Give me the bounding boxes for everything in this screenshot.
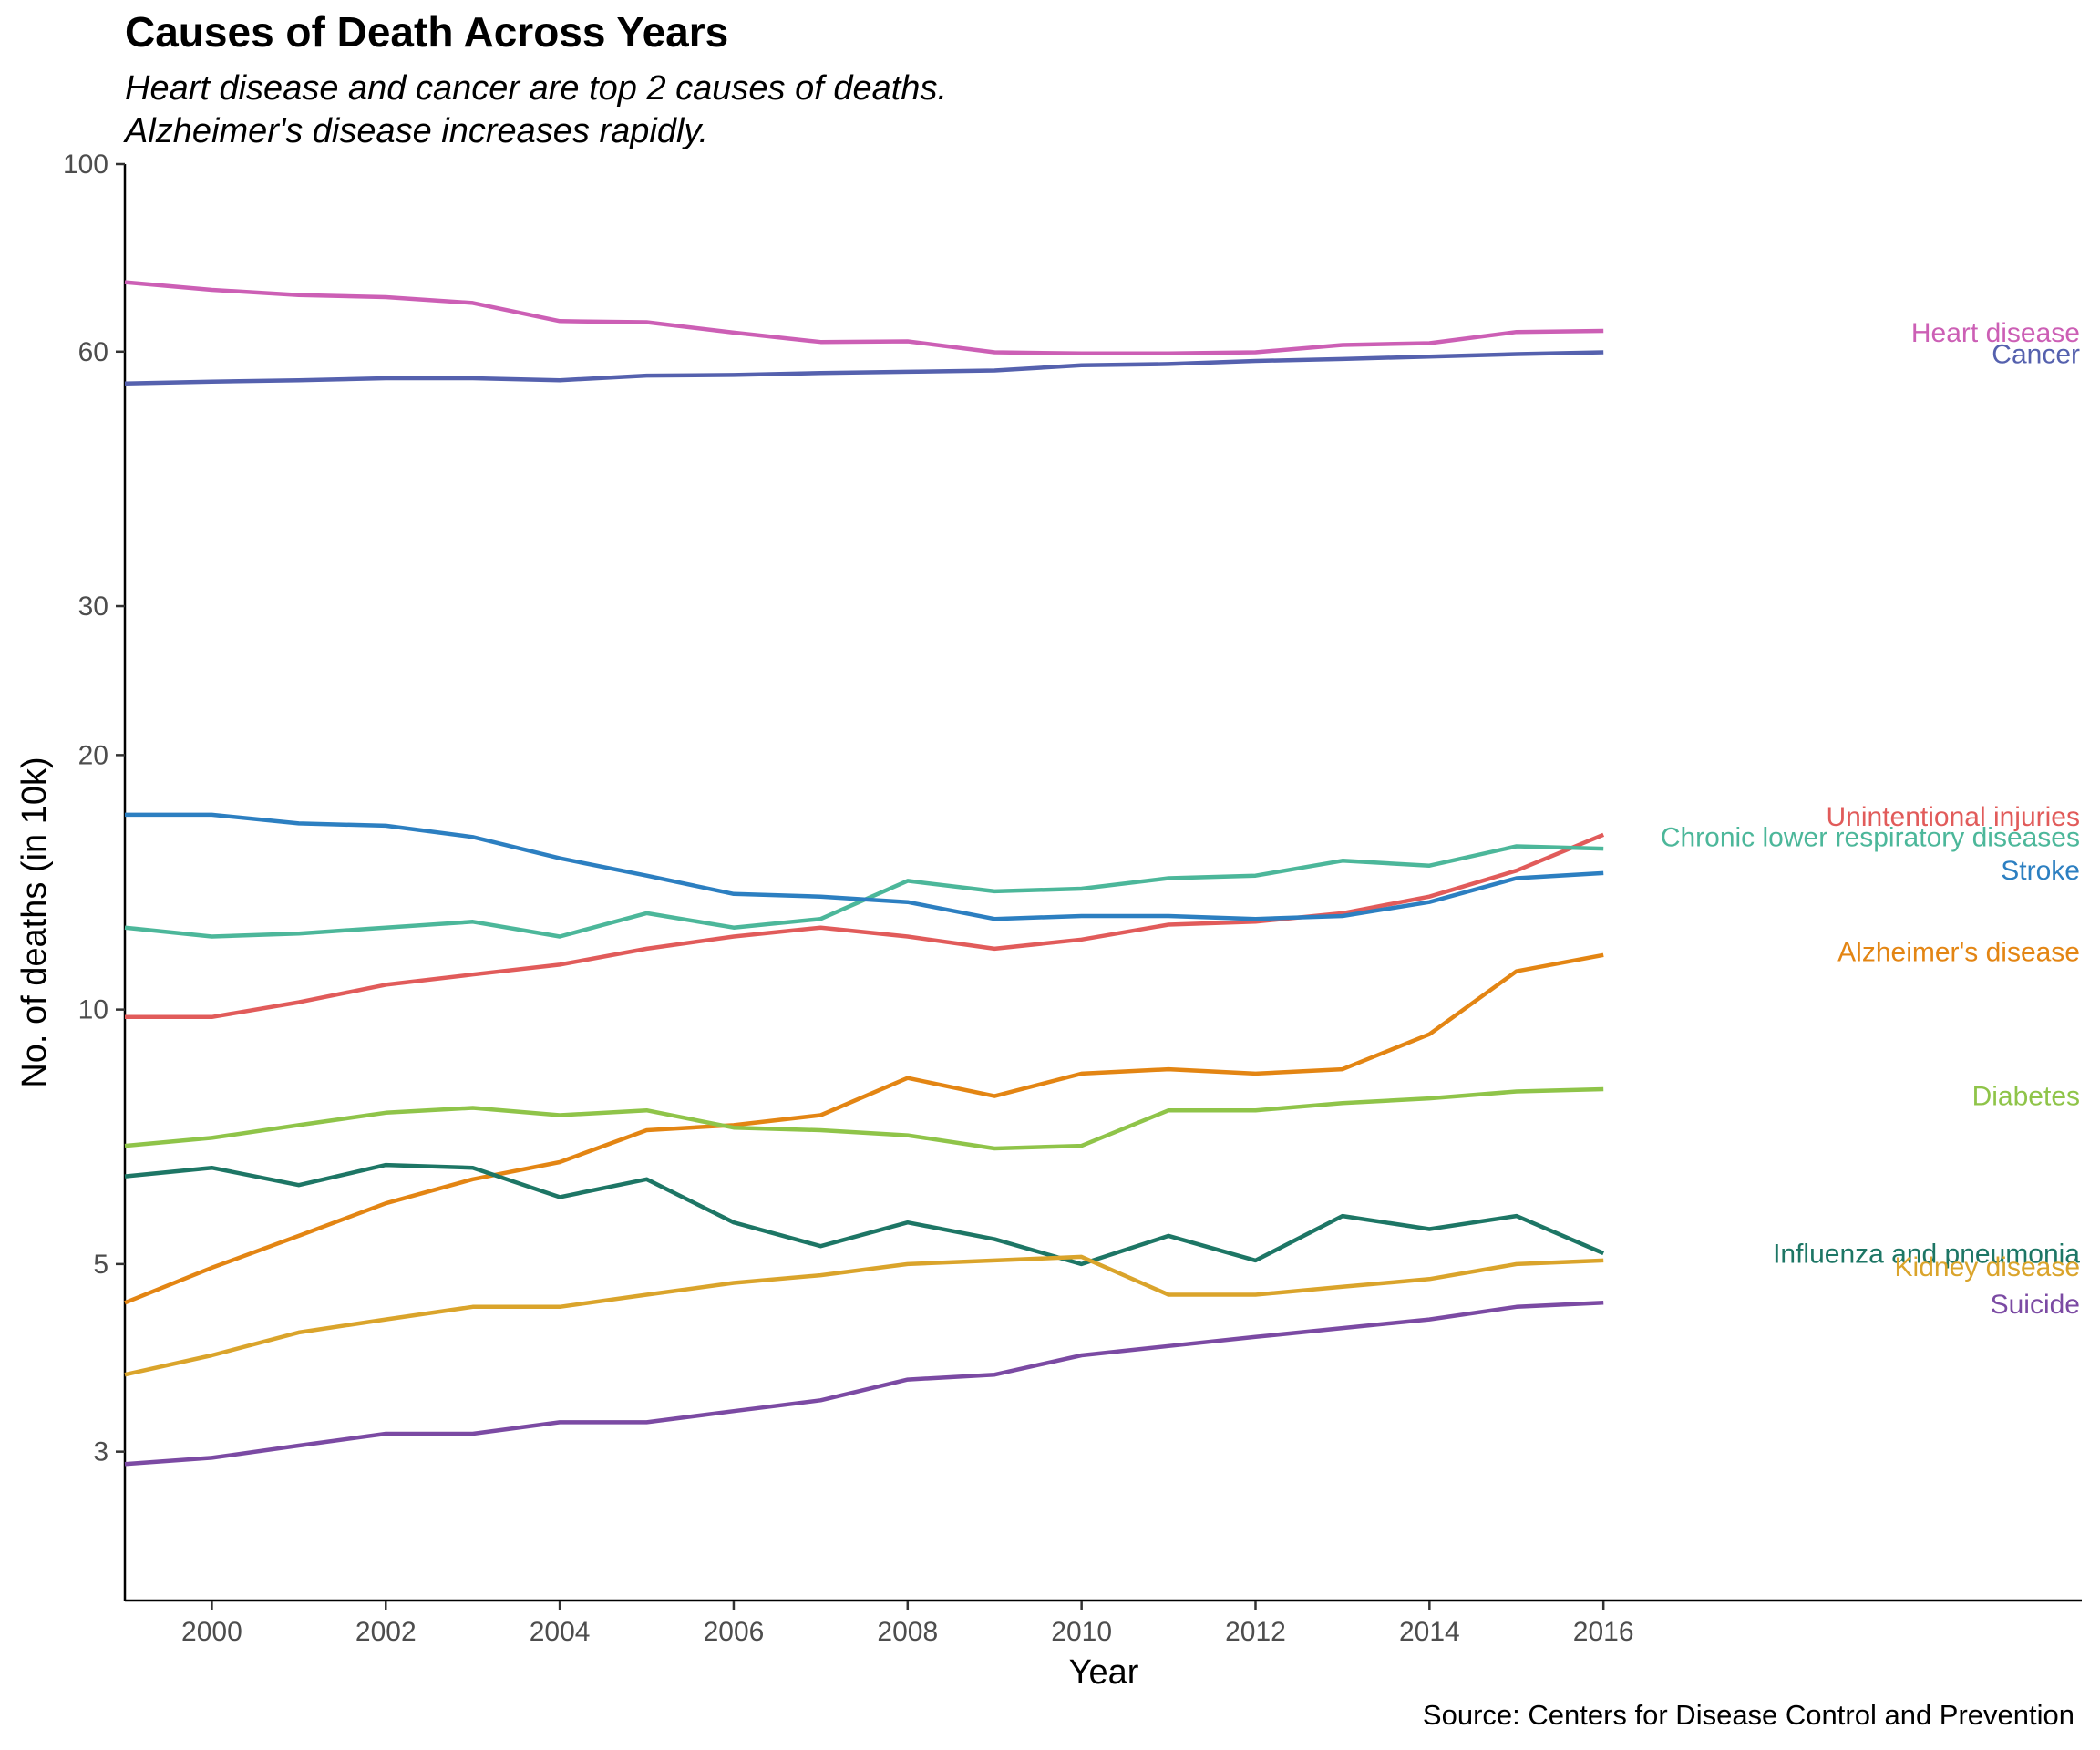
y-tick-label: 3 [93,1437,108,1467]
y-tick-label: 100 [63,149,108,180]
y-axis-title: No. of deaths (in 10k) [15,757,54,1087]
series-line-heart-disease [124,280,1604,356]
chart-title: Causes of Death Across Years [125,8,729,56]
series-label-alzheimer-s-disease: Alzheimer's disease [1838,937,2080,967]
x-axis-title: Year [1069,1653,1139,1692]
subtitle-line-2: Alzheimer's disease increases rapidly. [125,112,709,150]
y-tick-label: 20 [78,740,108,770]
x-tick-label: 2016 [1573,1617,1634,1647]
series-line-stroke [125,812,1604,921]
series-line-chronic-lower-respiratory-diseases [124,844,1604,939]
x-tick-label: 2008 [877,1617,938,1647]
subtitle-line-1: Heart disease and cancer are top 2 cause… [125,69,947,108]
x-tick-label: 2006 [704,1617,765,1647]
series-lines [124,280,1605,1467]
series-line-suicide [124,1301,1604,1467]
series-line-alzheimer-s-disease [124,952,1604,1305]
series-label-stroke: Stroke [2001,856,2080,886]
axes: 3 5 10 20 30 60 100 2000 2002 2004 2006 2008 2010 201… [63,149,2082,1647]
series-label-diabetes: Diabetes [1972,1082,2080,1112]
y-tick-label: 5 [93,1250,108,1280]
x-tick-label: 2010 [1051,1617,1112,1647]
x-tick-label: 2002 [355,1617,417,1647]
series-label-influenza-and-pneumonia: Influenza and pneumonia [1773,1240,2080,1270]
series-line-kidney-disease [124,1254,1604,1377]
series-line-unintentional-injuries [125,832,1605,1020]
y-tick-label: 60 [78,337,108,367]
series-label-suicide: Suicide [1991,1290,2080,1320]
series-label-kidney-disease: Kidney disease [1895,1252,2080,1282]
series-line-diabetes [124,1086,1604,1151]
chart-subtitle: Heart disease and cancer are top 2 cause… [125,67,947,153]
y-tick-label: 10 [78,995,108,1025]
series-line-cancer [124,350,1604,386]
series-label-chronic-lower-respiratory-diseases: Chronic lower respiratory diseases [1661,822,2080,852]
x-tick-label: 2012 [1225,1617,1286,1647]
x-tick-label: 2014 [1399,1617,1460,1647]
x-tick-label: 2000 [181,1617,242,1647]
series-label-unintentional-injuries: Unintentional injuries [1827,802,2081,832]
series-label-heart-disease: Heart disease [1911,318,2080,348]
series-line-influenza-and-pneumonia [124,1162,1605,1267]
x-tick-label: 2004 [530,1617,591,1647]
y-tick-label: 30 [78,592,108,622]
chart-caption: Source: Centers for Disease Control and … [1422,1699,2074,1731]
series-label-cancer: Cancer [1992,339,2080,369]
